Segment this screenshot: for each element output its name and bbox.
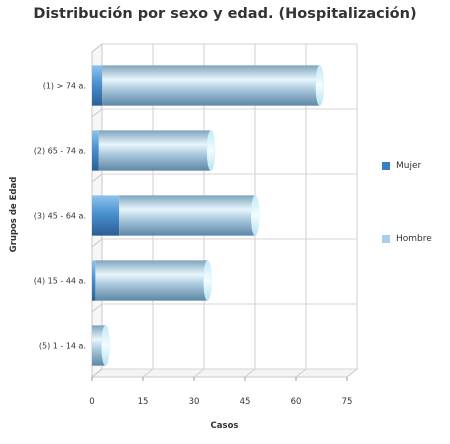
x-axis-title: Casos [211,421,239,431]
bar-end-cap [206,130,216,171]
x-floor-gridline [193,368,205,378]
y-band-diagonal [91,108,103,118]
y-band-diagonal [91,43,103,53]
y-tick-label: (3) 45 - 64 a. [34,212,86,221]
bar-segment-mujer[interactable] [92,260,96,301]
y-band-diagonal [91,303,103,313]
legend-swatch-hombre [382,234,390,243]
plot-floor [90,368,359,378]
bar-segment-hombre[interactable] [102,65,320,106]
y-band-diagonal [91,173,103,183]
y-tick-label: (2) 65 - 74 a. [34,147,86,156]
chart-title: Distribución por sexo y edad. (Hospitali… [33,6,417,22]
bar-end-cap [203,260,212,301]
y-band-diagonal [91,368,103,378]
bar-segment-hombre[interactable] [95,260,208,301]
legend-item-hombre[interactable]: Hombre [382,233,432,245]
x-tick-label: 15 [138,397,149,407]
bar-end-cap [101,325,110,366]
legend-item-mujer[interactable]: Mujer [382,160,421,172]
y-tick-label: (4) 15 - 44 a. [34,277,86,286]
bar-end-cap [315,65,325,106]
x-floor-gridline [142,368,154,378]
x-tick-label: 45 [240,397,251,407]
bar-segment-hombre[interactable] [98,130,211,171]
x-tick-label: 75 [342,397,353,407]
y-tick-label: (1) > 74 a. [43,82,86,91]
bar-segment-hombre[interactable] [119,195,256,236]
x-tick-label: 60 [291,397,302,407]
legend-label-hombre: Hombre [396,234,432,244]
x-tick-label: 0 [89,397,94,407]
x-floor-gridline [346,368,358,378]
bar-segment-mujer[interactable] [92,195,120,236]
x-floor-gridline [244,368,256,378]
x-tick-label: 30 [189,397,200,407]
legend-swatch-mujer [382,161,390,170]
y-axis-title: Grupos de Edad [9,177,19,253]
bar-segment-mujer[interactable] [92,130,99,171]
bar-end-cap [250,195,260,236]
y-band-diagonal [91,238,103,248]
bar-segment-mujer[interactable] [92,65,103,106]
y-tick-label: (5) 1 - 14 a. [39,342,86,351]
x-floor-gridline [295,368,307,378]
legend-label-mujer: Mujer [396,161,422,171]
